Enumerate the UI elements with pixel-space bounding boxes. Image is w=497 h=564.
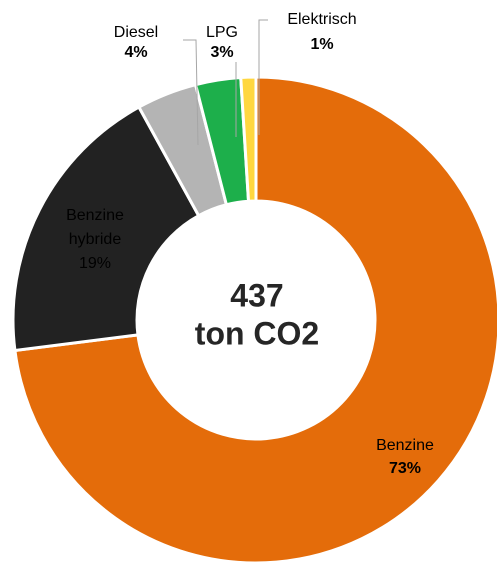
value-label: 73% <box>389 460 421 477</box>
category-label: Benzine hybride <box>66 207 124 248</box>
value-label: 1% <box>310 36 333 53</box>
value-label: 4% <box>124 44 147 61</box>
category-label: Diesel <box>114 24 158 41</box>
category-label: Elektrisch <box>287 11 356 28</box>
center-total: 437 <box>230 277 283 313</box>
donut-segment <box>13 75 497 564</box>
category-label: Benzine <box>376 437 434 454</box>
donut-segment <box>11 105 201 353</box>
donut-segment <box>239 75 258 203</box>
leader-line <box>183 39 199 146</box>
leader-line <box>258 19 268 135</box>
center-unit: ton CO2 <box>195 315 319 351</box>
value-label: 3% <box>210 44 233 61</box>
value-label: 19% <box>79 255 111 272</box>
category-label: LPG <box>206 24 238 41</box>
